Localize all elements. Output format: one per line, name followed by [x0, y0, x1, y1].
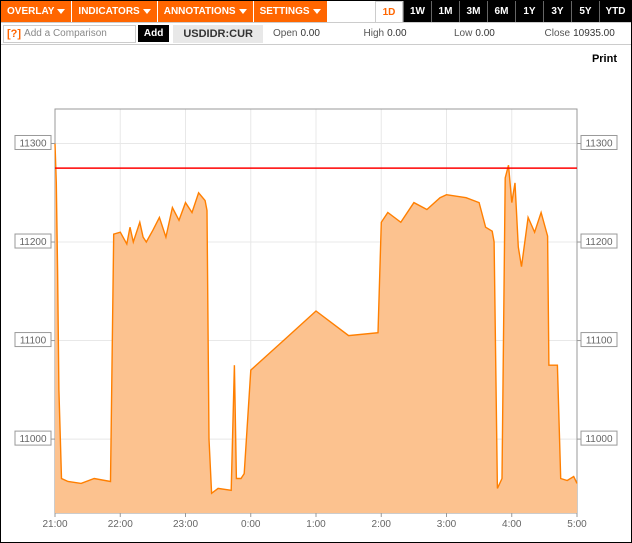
ohlc-row: Open0.00 High0.00 Low0.00 Close10935.00 [269, 28, 631, 39]
svg-text:5:00: 5:00 [567, 519, 587, 530]
svg-text:11200: 11200 [19, 237, 47, 248]
range-tab-1y[interactable]: 1Y [515, 1, 543, 22]
svg-text:11200: 11200 [585, 237, 613, 248]
svg-text:11000: 11000 [585, 434, 613, 445]
chevron-down-icon [313, 9, 321, 14]
toolbar-settings-button[interactable]: SETTINGS [254, 1, 328, 22]
comparison-help-icon[interactable]: [?] [4, 28, 24, 40]
range-tab-6m[interactable]: 6M [487, 1, 515, 22]
toolbar-annotations-button[interactable]: ANNOTATIONS [158, 1, 254, 22]
svg-text:23:00: 23:00 [173, 519, 198, 530]
svg-text:3:00: 3:00 [437, 519, 457, 530]
close-cell: Close10935.00 [541, 28, 632, 39]
toolbar-overlay-button[interactable]: OVERLAY [1, 1, 72, 22]
comparison-placeholder: Add a Comparison [24, 28, 135, 39]
svg-text:11100: 11100 [586, 336, 613, 347]
svg-text:11300: 11300 [585, 138, 613, 149]
range-tab-1w[interactable]: 1W [403, 1, 431, 22]
svg-text:11100: 11100 [20, 336, 47, 347]
svg-text:11300: 11300 [19, 138, 47, 149]
toolbar-indicators-button[interactable]: INDICATORS [72, 1, 157, 22]
svg-text:11000: 11000 [19, 434, 47, 445]
range-tab-3y[interactable]: 3Y [543, 1, 571, 22]
subbar: [?] Add a Comparison Add USDIDR:CUR Open… [1, 23, 631, 45]
svg-text:2:00: 2:00 [372, 519, 392, 530]
range-tab-1d[interactable]: 1D [375, 1, 403, 22]
range-tab-1m[interactable]: 1M [431, 1, 459, 22]
high-cell: High0.00 [360, 28, 451, 39]
ticker-symbol: USDIDR:CUR [173, 25, 263, 43]
svg-text:22:00: 22:00 [108, 519, 133, 530]
range-tab-ytd[interactable]: YTD [599, 1, 631, 22]
range-tab-3m[interactable]: 3M [459, 1, 487, 22]
open-cell: Open0.00 [269, 28, 360, 39]
chart-area: 11000 11000 11100 11100 11200 11200 11300 11300… [7, 49, 625, 536]
svg-text:4:00: 4:00 [502, 519, 522, 530]
range-tab-5y[interactable]: 5Y [571, 1, 599, 22]
svg-text:0:00: 0:00 [241, 519, 261, 530]
chevron-down-icon [57, 9, 65, 14]
low-cell: Low0.00 [450, 28, 541, 39]
svg-text:1:00: 1:00 [306, 519, 326, 530]
toolbar: OVERLAYINDICATORSANNOTATIONSSETTINGS 1D1W… [1, 1, 631, 23]
comparison-box[interactable]: [?] Add a Comparison [3, 25, 136, 43]
chevron-down-icon [143, 9, 151, 14]
add-button[interactable]: Add [138, 25, 169, 42]
svg-text:21:00: 21:00 [42, 519, 67, 530]
chevron-down-icon [239, 9, 247, 14]
